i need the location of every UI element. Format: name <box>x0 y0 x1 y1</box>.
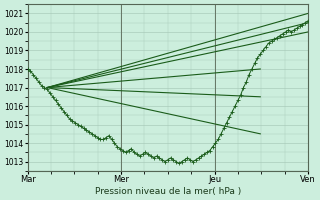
X-axis label: Pression niveau de la mer( hPa ): Pression niveau de la mer( hPa ) <box>95 187 241 196</box>
